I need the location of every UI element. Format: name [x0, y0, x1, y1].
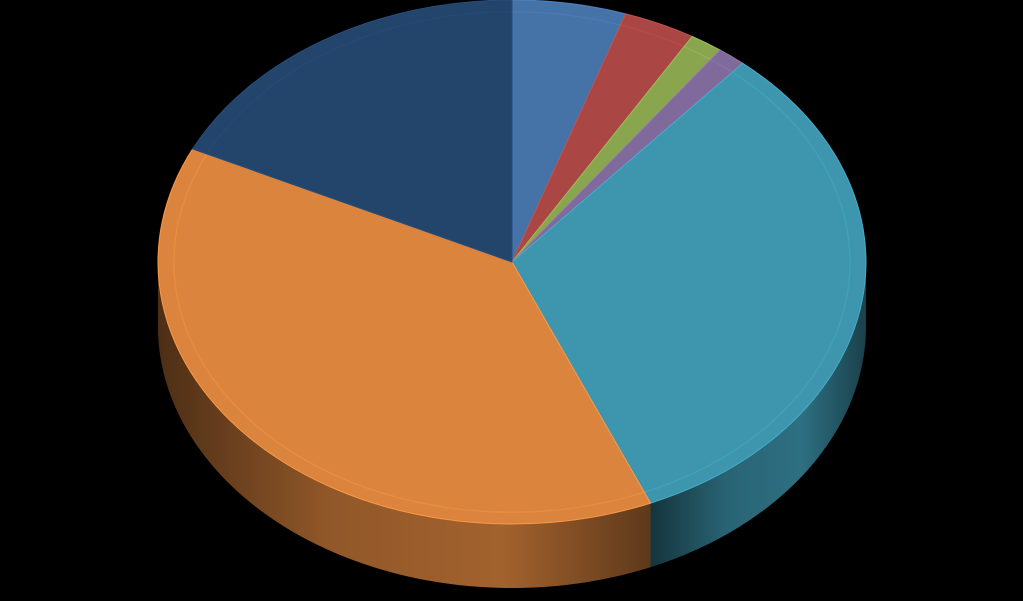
pie-slice-6	[157, 148, 652, 525]
pie-slice-side-shade-5	[650, 262, 866, 568]
pie-slice-bevel-5	[644, 71, 851, 493]
pie-top-layer	[157, 0, 867, 525]
pie-slice-bevel-1	[511, 11, 621, 26]
pie-slice-bevel-7	[206, 11, 513, 155]
pie-slice-bevel-6	[173, 153, 645, 513]
pie-slice-7	[191, 0, 513, 263]
pie-slice-side-shade-6	[158, 262, 651, 588]
pie-slice-bevel-2	[620, 24, 685, 48]
pie-side-layer	[158, 262, 866, 588]
pie-slice-5	[511, 62, 867, 504]
